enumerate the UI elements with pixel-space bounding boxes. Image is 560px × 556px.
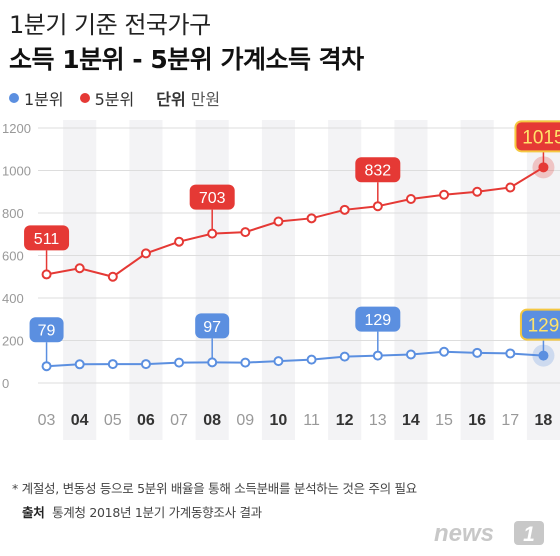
x-tick-label-13: 13: [369, 412, 387, 429]
x-tick-label-11: 11: [303, 412, 320, 429]
series1-point-18: [538, 350, 549, 361]
data-label-1-08: 97: [203, 319, 221, 336]
logo-badge: [514, 521, 544, 545]
x-tick-label-18: 18: [535, 412, 553, 429]
series2-point-15: [439, 189, 450, 200]
x-tick-label-09: 09: [236, 412, 254, 429]
legend: 1분위 5분위 단위 만원: [9, 86, 220, 110]
legend-dot-series2: [79, 93, 90, 103]
series2-point-16: [472, 186, 483, 197]
series2-point-04: [74, 263, 85, 274]
series1-point-08: [207, 357, 218, 368]
data-label-2-13: 832: [364, 163, 391, 180]
legend-item-series1: 1분위: [9, 86, 64, 110]
callout-box-2-18: [514, 120, 560, 153]
series2-point-10: [273, 216, 284, 227]
data-label-2-08: 703: [199, 190, 226, 207]
x-tick-label-10: 10: [270, 412, 288, 429]
column-band-16: [460, 120, 494, 440]
series1-point-09: [240, 357, 251, 368]
series2-point-06: [140, 248, 151, 259]
x-tick-label-03: 03: [38, 412, 56, 429]
series-line-2: [46, 166, 544, 278]
chart-title-line1: 1분기 기준 전국가구: [9, 11, 211, 39]
series1-point-10: [273, 356, 284, 367]
data-label-2-03: 511: [34, 231, 60, 248]
series1-point-12: [339, 351, 350, 362]
y-tick-label-1200: 1200: [2, 121, 31, 136]
footnote: * 계절성, 변동성 등으로 5분위 배율을 통해 소득분배를 분석하는 것은 …: [12, 481, 417, 496]
callout-box-1-18: [519, 308, 560, 341]
x-tick-label-16: 16: [468, 412, 486, 429]
y-tick-label-800: 800: [2, 206, 24, 221]
series2-point-11: [306, 213, 317, 224]
legend-label-series1: 1분위: [24, 90, 64, 109]
legend-label-series2: 5분위: [94, 90, 135, 109]
series2-point-09: [240, 227, 251, 238]
unit-value: 만원: [190, 90, 221, 109]
series1-point-04: [74, 359, 85, 370]
callout-box-2-03: [24, 225, 70, 251]
x-tick-label-15: 15: [435, 412, 453, 429]
series2-point-14: [405, 193, 416, 204]
series1-point-03: [41, 361, 52, 372]
y-tick-label-400: 400: [2, 291, 24, 306]
x-tick-label-12: 12: [336, 412, 354, 429]
x-tick-label-08: 08: [203, 412, 221, 429]
x-tick-label-06: 06: [137, 412, 155, 429]
series1-point-16: [472, 347, 483, 358]
series1-point-07: [174, 357, 185, 368]
callout-box-2-08: [189, 184, 235, 210]
data-label-1-13: 129: [364, 312, 391, 329]
series2-point-12: [339, 204, 350, 215]
column-band-06: [129, 120, 163, 440]
y-tick-label-600: 600: [2, 249, 24, 264]
x-tick-label-14: 14: [402, 412, 420, 429]
series1-point-05: [107, 359, 118, 370]
series2-point-05: [107, 271, 118, 282]
series2-point-08: [207, 228, 218, 239]
series-line-1: [46, 350, 544, 368]
chart-title-line2: 소득 1분위 - 5분위 가계소득 격차: [9, 45, 364, 74]
y-tick-label-1000: 1000: [2, 164, 31, 179]
unit-label: 단위: [156, 90, 186, 109]
logo-badge-digit: 1: [523, 523, 535, 546]
y-tick-label-200: 200: [2, 334, 24, 349]
series1-point-17: [505, 348, 516, 359]
data-label-2-18: 1015: [522, 127, 560, 148]
data-label-1-18: 129: [528, 316, 560, 337]
series1-point-06: [140, 359, 151, 370]
y-tick-label-0: 0: [2, 376, 9, 391]
column-band-08: [195, 120, 229, 440]
callout-box-1-08: [195, 313, 230, 339]
column-band-10: [261, 120, 295, 440]
series1-point-13: [372, 350, 383, 361]
series1-point-11: [306, 354, 317, 365]
column-band-04: [63, 120, 97, 440]
series2-point-13: [372, 201, 383, 212]
news1-logo: news 1: [434, 520, 544, 547]
data-label-1-03: 79: [38, 323, 56, 340]
series1-point-14: [405, 349, 416, 360]
series2-point-07: [174, 236, 185, 247]
logo-text: news: [434, 520, 494, 547]
line-chart: 0 200 400 600 800 1000 1200 03 04 05 06 07 08 09 10 11 1…: [2, 120, 560, 440]
source-line: 출처 통계청 2018년 1분기 가계동향조사 결과: [22, 502, 262, 521]
callout-box-1-03: [29, 317, 64, 343]
source-label: 출처: [22, 505, 45, 520]
source-text: 통계청 2018년 1분기 가계동향조사 결과: [52, 505, 262, 520]
x-tick-label-05: 05: [104, 412, 122, 429]
series2-point-03: [41, 269, 52, 280]
x-tick-label-07: 07: [170, 412, 188, 429]
callout-box-1-13: [355, 306, 401, 332]
series2-point-18: [538, 162, 549, 173]
series2-point-17: [505, 182, 516, 193]
callout-box-2-13: [355, 157, 401, 183]
x-tick-label-04: 04: [71, 412, 89, 429]
legend-dot-series1: [9, 93, 19, 103]
x-tick-label-17: 17: [501, 412, 519, 429]
series1-point-15: [439, 346, 450, 357]
legend-item-series2: 5분위: [79, 86, 135, 110]
